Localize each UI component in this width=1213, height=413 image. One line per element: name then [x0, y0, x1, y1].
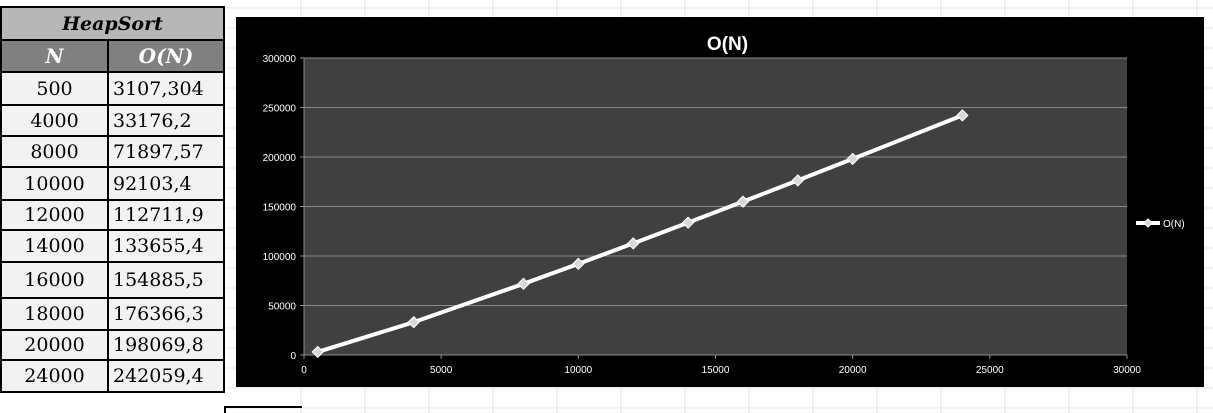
data-point: [791, 174, 805, 187]
data-point: [572, 257, 585, 271]
x-tick-label: 25000: [976, 365, 1004, 376]
chart-title: O(N): [707, 34, 748, 55]
table-row[interactable]: 500 3107,304: [0, 71, 225, 106]
cell-o-n[interactable]: 176366,3: [107, 297, 225, 331]
cell-n[interactable]: 10000: [0, 166, 109, 201]
legend-label: O(N): [1163, 219, 1185, 230]
x-tick-label: 20000: [839, 365, 867, 376]
table-row[interactable]: 12000 112711,9: [0, 199, 225, 231]
table-row[interactable]: 10000 92103,4: [0, 166, 225, 201]
header-n[interactable]: N: [0, 39, 109, 73]
cell-o-n[interactable]: 33176,2: [107, 104, 225, 137]
line-chart[interactable]: 0 50000 100000 150000 200000 250000 300000 0 500…: [236, 17, 1204, 387]
data-point: [517, 277, 530, 291]
cell-o-n[interactable]: 3107,304: [107, 71, 225, 106]
series-line: [315, 113, 965, 354]
table-row[interactable]: 8000 71897,57: [0, 135, 225, 168]
table-title[interactable]: HeapSort: [0, 6, 225, 41]
y-tick-label: 250000: [263, 104, 297, 115]
cell-n[interactable]: 16000: [0, 261, 109, 299]
data-point: [736, 195, 750, 208]
data-point: [311, 345, 324, 359]
cell-o-n[interactable]: 71897,57: [107, 135, 225, 168]
cell-n[interactable]: 8000: [0, 135, 109, 168]
chart-area[interactable]: 0 50000 100000 150000 200000 250000 300000 0 500…: [236, 17, 1204, 387]
x-tick-label: 5000: [430, 365, 453, 376]
data-point: [846, 152, 859, 166]
cell-n[interactable]: 20000: [0, 329, 109, 361]
table-row[interactable]: 16000 154885,5: [0, 261, 225, 299]
x-tick-label: 30000: [1113, 365, 1141, 376]
cell-n[interactable]: 18000: [0, 297, 109, 331]
data-point: [626, 237, 640, 250]
cell-n[interactable]: 12000: [0, 199, 109, 231]
table-row[interactable]: 4000 33176,2: [0, 104, 225, 137]
cell-o-n[interactable]: 242059,4: [107, 359, 225, 393]
cell-n[interactable]: 500: [0, 71, 109, 106]
data-point: [956, 109, 969, 122]
cell-o-n[interactable]: 92103,4: [107, 166, 225, 201]
cell-o-n[interactable]: 198069,8: [107, 329, 225, 361]
y-tick-label: 150000: [263, 203, 297, 214]
y-tick-label: 0: [290, 351, 296, 362]
data-point: [681, 216, 695, 229]
y-tick-label: 200000: [263, 153, 297, 164]
cell-o-n[interactable]: 133655,4: [107, 229, 225, 263]
table-row[interactable]: 24000 242059,4: [0, 359, 225, 393]
x-tick-label: 0: [301, 365, 307, 376]
table-row[interactable]: 18000 176366,3: [0, 297, 225, 331]
table-row[interactable]: 14000 133655,4: [0, 229, 225, 263]
cell-n[interactable]: 24000: [0, 359, 109, 393]
data-point: [407, 315, 420, 329]
table-row[interactable]: 20000 198069,8: [0, 329, 225, 361]
x-tick-label: 10000: [564, 365, 592, 376]
heapsort-table: HeapSort N O(N) 500 3107,304 4000 33176,2 80…: [0, 6, 225, 393]
x-tick-label: 15000: [702, 365, 730, 376]
y-tick-label: 300000: [263, 54, 297, 65]
legend-marker: [1143, 218, 1153, 228]
header-o-n[interactable]: O(N): [107, 39, 225, 73]
cell-n[interactable]: 14000: [0, 229, 109, 263]
cell-n[interactable]: 4000: [0, 104, 109, 137]
y-tick-label: 50000: [268, 302, 296, 313]
cell-o-n[interactable]: 154885,5: [107, 261, 225, 299]
cell-border: [224, 406, 302, 413]
y-tick-label: 100000: [263, 252, 297, 263]
cell-o-n[interactable]: 112711,9: [107, 199, 225, 231]
